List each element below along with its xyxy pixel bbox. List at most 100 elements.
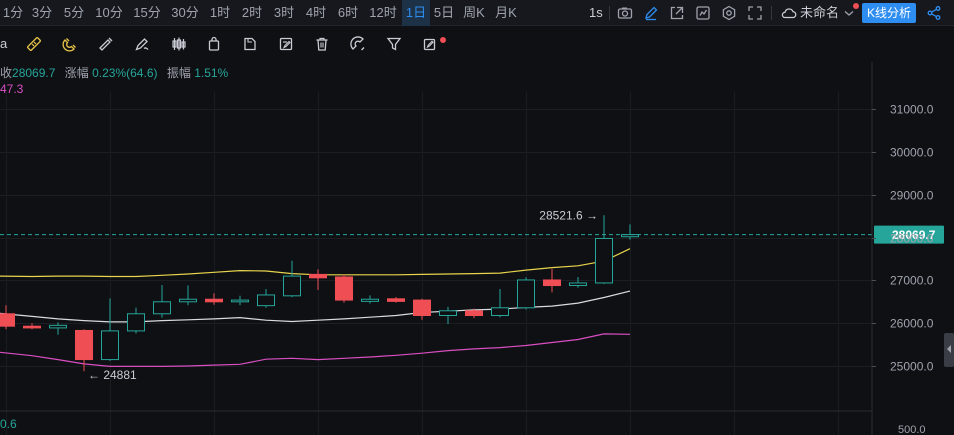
candle-20[interactable] [517,277,535,310]
candle-19[interactable] [491,288,509,318]
candle-7[interactable] [179,285,197,306]
measure-icon[interactable] [97,35,115,53]
candle-10[interactable] [257,288,275,308]
interval-tab-1[interactable]: 3分 [31,5,53,20]
candle-body[interactable] [0,313,15,327]
candle-14[interactable] [361,295,379,304]
candle-body[interactable] [335,276,353,301]
interval-tab-12[interactable]: 1日 [402,0,430,26]
brush-icon[interactable] [133,35,151,53]
candle-1[interactable] [23,323,41,330]
external-window-icon[interactable] [668,4,686,22]
interval-tab-11[interactable]: 12时 [369,5,397,20]
interval-tab-0[interactable]: 1分 [2,5,24,20]
candle-body[interactable] [543,279,561,287]
filter-icon[interactable] [385,35,403,53]
candle-body[interactable] [23,325,41,329]
candle-body[interactable] [439,310,457,316]
interval-tab-10[interactable]: 6时 [337,5,359,20]
candle-body[interactable] [231,299,249,303]
pencil-icon[interactable] [642,4,660,22]
candle-6[interactable] [153,285,171,318]
notes-icon[interactable] [241,35,259,53]
candle-body[interactable] [179,298,197,303]
low-price-annotation: ← 24881 [88,368,137,382]
candle-body[interactable] [257,294,275,307]
candle-body[interactable] [595,237,613,284]
toolbar-divider [609,6,610,20]
layout-name[interactable]: 未命名 [800,5,840,20]
candle-body[interactable] [205,298,223,303]
candle-23[interactable] [595,215,613,284]
candle-8[interactable] [205,293,223,305]
candles-icon[interactable] [170,35,188,53]
settings-sliders-icon[interactable] [694,4,712,22]
magnet-icon[interactable] [61,35,79,53]
candle-body[interactable] [153,301,171,315]
candle-12[interactable] [309,269,327,290]
interval-tab-7[interactable]: 2时 [241,5,263,20]
gear-icon[interactable] [720,4,738,22]
indicator-value-partial: 47.3 [0,82,24,96]
candle-body[interactable] [517,279,535,309]
candle-body[interactable] [387,298,405,302]
candle-body[interactable] [75,329,93,361]
axis-scroll-handle[interactable] [944,333,954,367]
kline-analysis-button[interactable]: K线分析 [862,3,916,23]
y-tick-label: 29000.0 [890,189,934,203]
candle-body[interactable] [127,313,145,332]
interval-tab-3[interactable]: 10分 [95,5,123,20]
y-tick-label: 30000.0 [890,146,934,160]
candle-5[interactable] [127,307,145,334]
candle-body[interactable] [465,310,483,316]
candle-18[interactable] [465,308,483,319]
alert-settings-icon[interactable] [421,35,439,53]
camera-icon[interactable] [616,4,634,22]
candle-15[interactable] [387,297,405,303]
candle-2[interactable] [49,322,67,335]
candle-4[interactable] [101,298,119,361]
candle-24[interactable] [621,224,639,240]
interval-tab-4[interactable]: 15分 [133,5,161,20]
candle-body[interactable] [569,282,587,287]
candle-17[interactable] [439,306,457,325]
y-tick-label: 31000.0 [890,103,934,117]
candle-body[interactable] [309,273,327,279]
candle-body[interactable] [413,299,431,316]
magnet-curve-icon[interactable] [349,35,367,53]
close-label: 收 [0,66,13,80]
candle-3[interactable] [75,329,93,372]
interval-tab-2[interactable]: 5分 [63,5,85,20]
interval-tab-5[interactable]: 30分 [171,5,199,20]
interval-tab-8[interactable]: 3时 [273,5,295,20]
share-icon[interactable] [925,4,943,22]
candle-22[interactable] [569,276,587,288]
current-price-tag [874,225,944,244]
interval-tab-15[interactable]: 月K [495,5,517,20]
candle-11[interactable] [283,260,301,298]
bag-icon[interactable] [205,35,223,53]
candle-0[interactable] [0,305,15,330]
interval-tab-13[interactable]: 5日 [433,5,455,20]
candle-body[interactable] [49,324,67,329]
candle-body[interactable] [491,307,509,316]
second-interval-button[interactable]: 1s [589,5,603,20]
candle-16[interactable] [413,298,431,320]
interval-tab-6[interactable]: 1时 [209,5,231,20]
cloud-icon[interactable] [780,4,798,22]
edit-note-icon[interactable] [277,35,295,53]
candle-body[interactable] [361,298,379,302]
candle-body[interactable] [283,275,301,297]
candle-9[interactable] [231,295,249,306]
chevron-down-icon[interactable] [840,4,858,22]
fullscreen-icon[interactable] [746,4,764,22]
interval-tab-14[interactable]: 周K [463,5,485,20]
candle-21[interactable] [543,268,561,293]
interval-tab-9[interactable]: 4时 [305,5,327,20]
candle-13[interactable] [335,274,353,303]
ruler-diagonal-icon[interactable] [25,35,43,53]
trash-icon[interactable] [313,35,331,53]
lower-band-line [0,333,631,367]
candle-body[interactable] [101,330,119,361]
